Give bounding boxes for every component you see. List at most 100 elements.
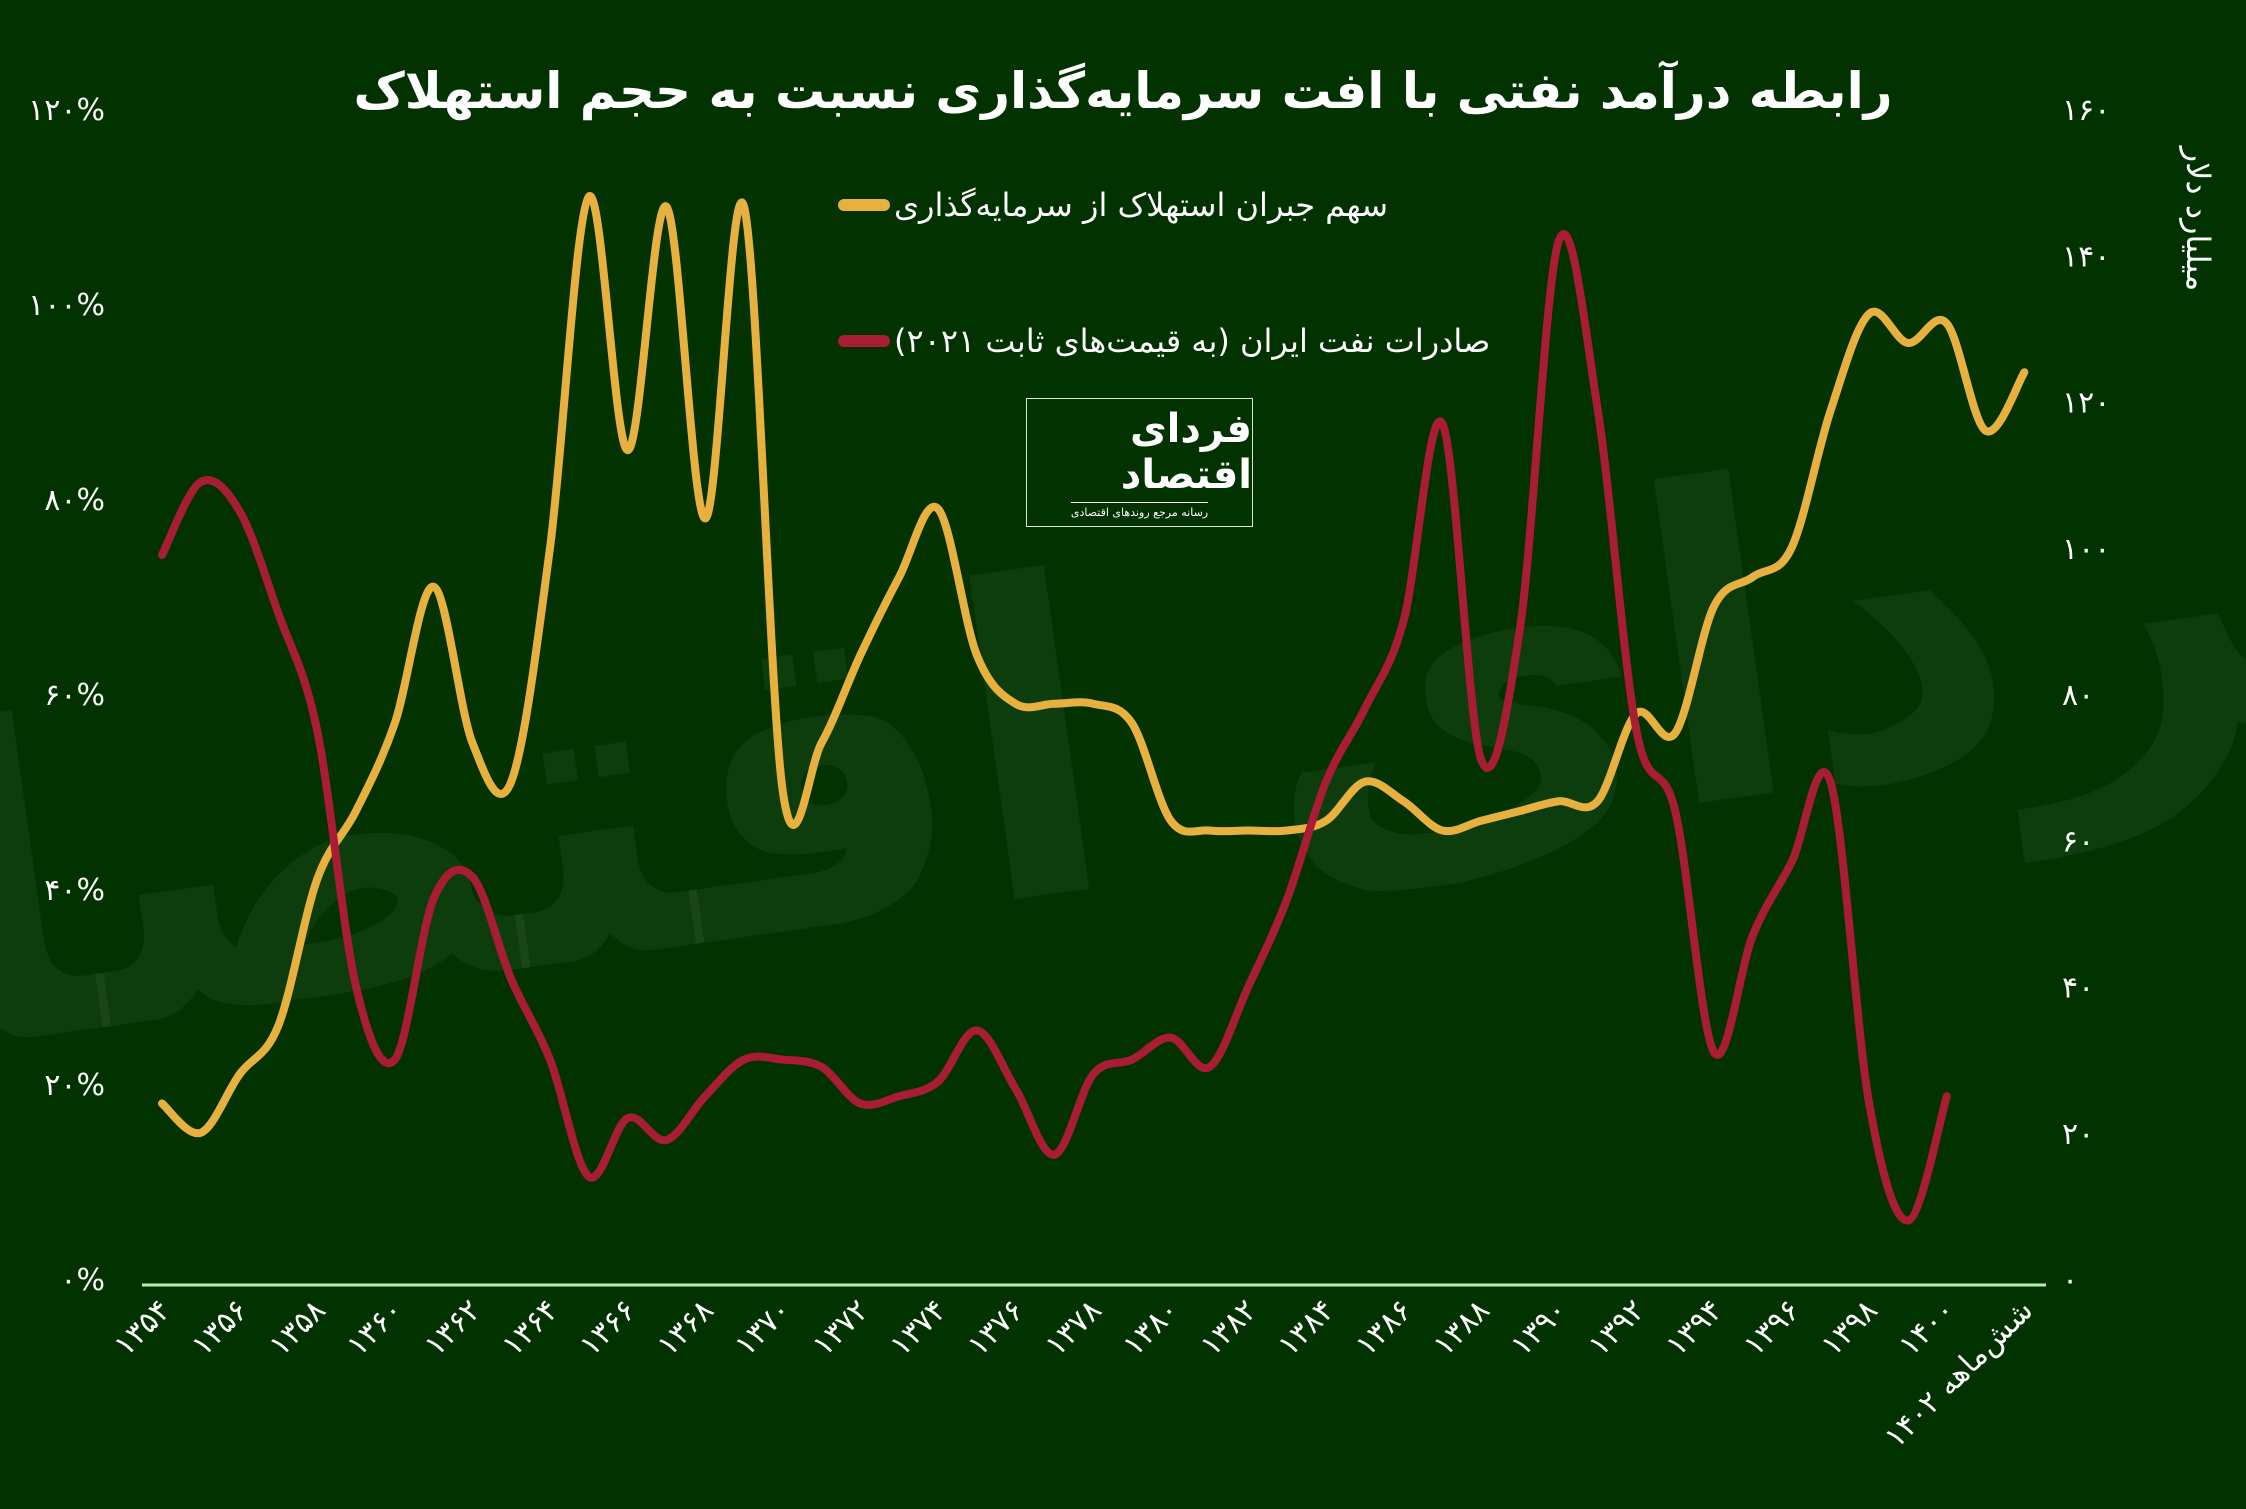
- x-axis-tick-label: ۱۳۹۲: [1582, 1293, 1652, 1363]
- data-point: [468, 873, 476, 881]
- data-point: [701, 1092, 709, 1100]
- right-axis-tick-label: ۴۰: [2062, 971, 2094, 1006]
- x-axis-tick-label: ۱۳۷۴: [883, 1293, 953, 1363]
- data-point: [197, 478, 205, 486]
- right-axis-tick-label: ۶۰: [2062, 824, 2094, 859]
- data-point: [236, 507, 244, 515]
- data-point: [624, 446, 632, 454]
- right-axis-tick-label: ۲۰: [2062, 1117, 2094, 1152]
- data-point: [1050, 1151, 1058, 1159]
- data-point: [1322, 817, 1330, 825]
- logo-text: فردای اقتصاد: [1120, 406, 1252, 498]
- data-point: [856, 651, 864, 659]
- data-point: [1477, 756, 1485, 764]
- data-point: [1632, 727, 1640, 735]
- data-point: [973, 651, 981, 659]
- right-axis-title: میلیارد دلار: [2179, 146, 2217, 292]
- data-point: [1438, 827, 1446, 835]
- legend-swatch-yellow: [838, 199, 890, 211]
- data-point: [1710, 602, 1718, 610]
- data-point: [585, 1173, 593, 1181]
- data-point: [624, 1114, 632, 1122]
- right-axis-tick-label: ۱۲۰: [2062, 386, 2110, 421]
- data-point: [1361, 705, 1369, 713]
- data-point: [1516, 624, 1524, 632]
- data-point: [779, 1056, 787, 1064]
- data-point: [1128, 1056, 1136, 1064]
- data-point: [1244, 983, 1252, 991]
- data-point: [391, 1056, 399, 1064]
- x-axis-tick-label: ۱۳۶۶: [573, 1293, 643, 1363]
- data-point: [158, 551, 166, 559]
- data-point: [818, 1063, 826, 1071]
- data-point: [1594, 797, 1602, 805]
- data-point: [895, 573, 903, 581]
- data-point: [313, 727, 321, 735]
- data-point: [934, 1078, 942, 1086]
- x-axis-tick-label: ۱۳۸۰: [1116, 1293, 1186, 1363]
- legend-label: سهم جبران استهلاک از سرمایه‌گذاری: [894, 186, 1389, 224]
- data-point: [1710, 1048, 1718, 1056]
- x-axis-tick-label: ۱۳۸۲: [1194, 1293, 1264, 1363]
- data-point: [818, 739, 826, 747]
- x-axis-tick-label: ۱۴۰۰: [1892, 1293, 1962, 1363]
- data-point: [1826, 778, 1834, 786]
- data-point: [1749, 931, 1757, 939]
- data-point: [1206, 827, 1214, 835]
- data-point: [236, 1070, 244, 1078]
- x-axis-tick-label: ۱۳۶۰: [340, 1293, 410, 1363]
- data-point: [856, 1100, 864, 1108]
- data-point: [391, 719, 399, 727]
- data-point: [895, 1092, 903, 1100]
- data-point: [158, 1100, 166, 1108]
- logo: فردای اقتصاد رسانه مرجع روندهای اقتصادی: [1026, 398, 1253, 527]
- left-axis-tick-label: ۸۰%: [44, 483, 105, 518]
- x-axis-tick-label: ۱۳۵۸: [263, 1293, 333, 1363]
- left-axis-tick-label: ۴۰%: [44, 873, 105, 908]
- legend-swatch-red: [838, 335, 890, 347]
- data-point: [740, 1056, 748, 1064]
- data-point: [352, 983, 360, 991]
- chart-title: رابطه درآمد نفتی با افت سرمایه‌گذاری نسب…: [353, 62, 1893, 120]
- x-axis-tick-label: ۱۳۷۰: [728, 1293, 798, 1363]
- right-axis-tick-label: ۱۶۰: [2062, 93, 2110, 128]
- data-point: [1089, 700, 1097, 708]
- x-axis-tick-label: ۱۳۸۴: [1271, 1293, 1341, 1363]
- data-point: [1555, 237, 1563, 245]
- left-axis-tick-label: ۱۲۰%: [28, 93, 105, 128]
- x-axis-tick-label: ۱۳۹۴: [1659, 1293, 1729, 1363]
- right-axis-tick-label: ۱۴۰: [2062, 239, 2110, 274]
- x-axis-tick-label: ۱۳۸۸: [1427, 1293, 1497, 1363]
- data-point: [1012, 700, 1020, 708]
- data-point: [585, 193, 593, 201]
- data-point: [430, 583, 438, 591]
- right-axis-tick-label: ۱۰۰: [2062, 532, 2110, 567]
- data-point: [1749, 573, 1757, 581]
- data-point: [274, 1022, 282, 1030]
- left-axis-tick-label: ۶۰%: [44, 678, 105, 713]
- data-point: [1594, 405, 1602, 413]
- logo-subtitle: رسانه مرجع روندهای اقتصادی: [1070, 502, 1209, 519]
- legend-item-oil-exports: صادرات نفت ایران (به قیمت‌های ثابت ۲۰۲۱): [838, 322, 1490, 360]
- series-line-depreciation-share: [158, 192, 2029, 1138]
- left-axis-tick-label: ۲۰%: [44, 1068, 105, 1103]
- data-point: [1904, 1217, 1912, 1225]
- x-axis-tick-label: ۱۳۶۸: [651, 1293, 721, 1363]
- data-point: [1477, 817, 1485, 825]
- data-point: [1167, 1034, 1175, 1042]
- data-point: [507, 975, 515, 983]
- data-point: [274, 610, 282, 618]
- left-axis-tick-label: ۰%: [60, 1263, 105, 1298]
- data-point: [1865, 310, 1873, 318]
- data-point: [1206, 1063, 1214, 1071]
- data-point: [1788, 544, 1796, 552]
- data-point: [1438, 419, 1446, 427]
- data-point: [1283, 827, 1291, 835]
- x-axis-tick-label: ۱۳۶۴: [495, 1293, 565, 1363]
- data-point: [313, 875, 321, 883]
- data-point: [701, 515, 709, 523]
- data-point: [1904, 339, 1912, 347]
- x-axis-tick-label: ۱۳۵۴: [107, 1293, 177, 1363]
- data-point: [468, 739, 476, 747]
